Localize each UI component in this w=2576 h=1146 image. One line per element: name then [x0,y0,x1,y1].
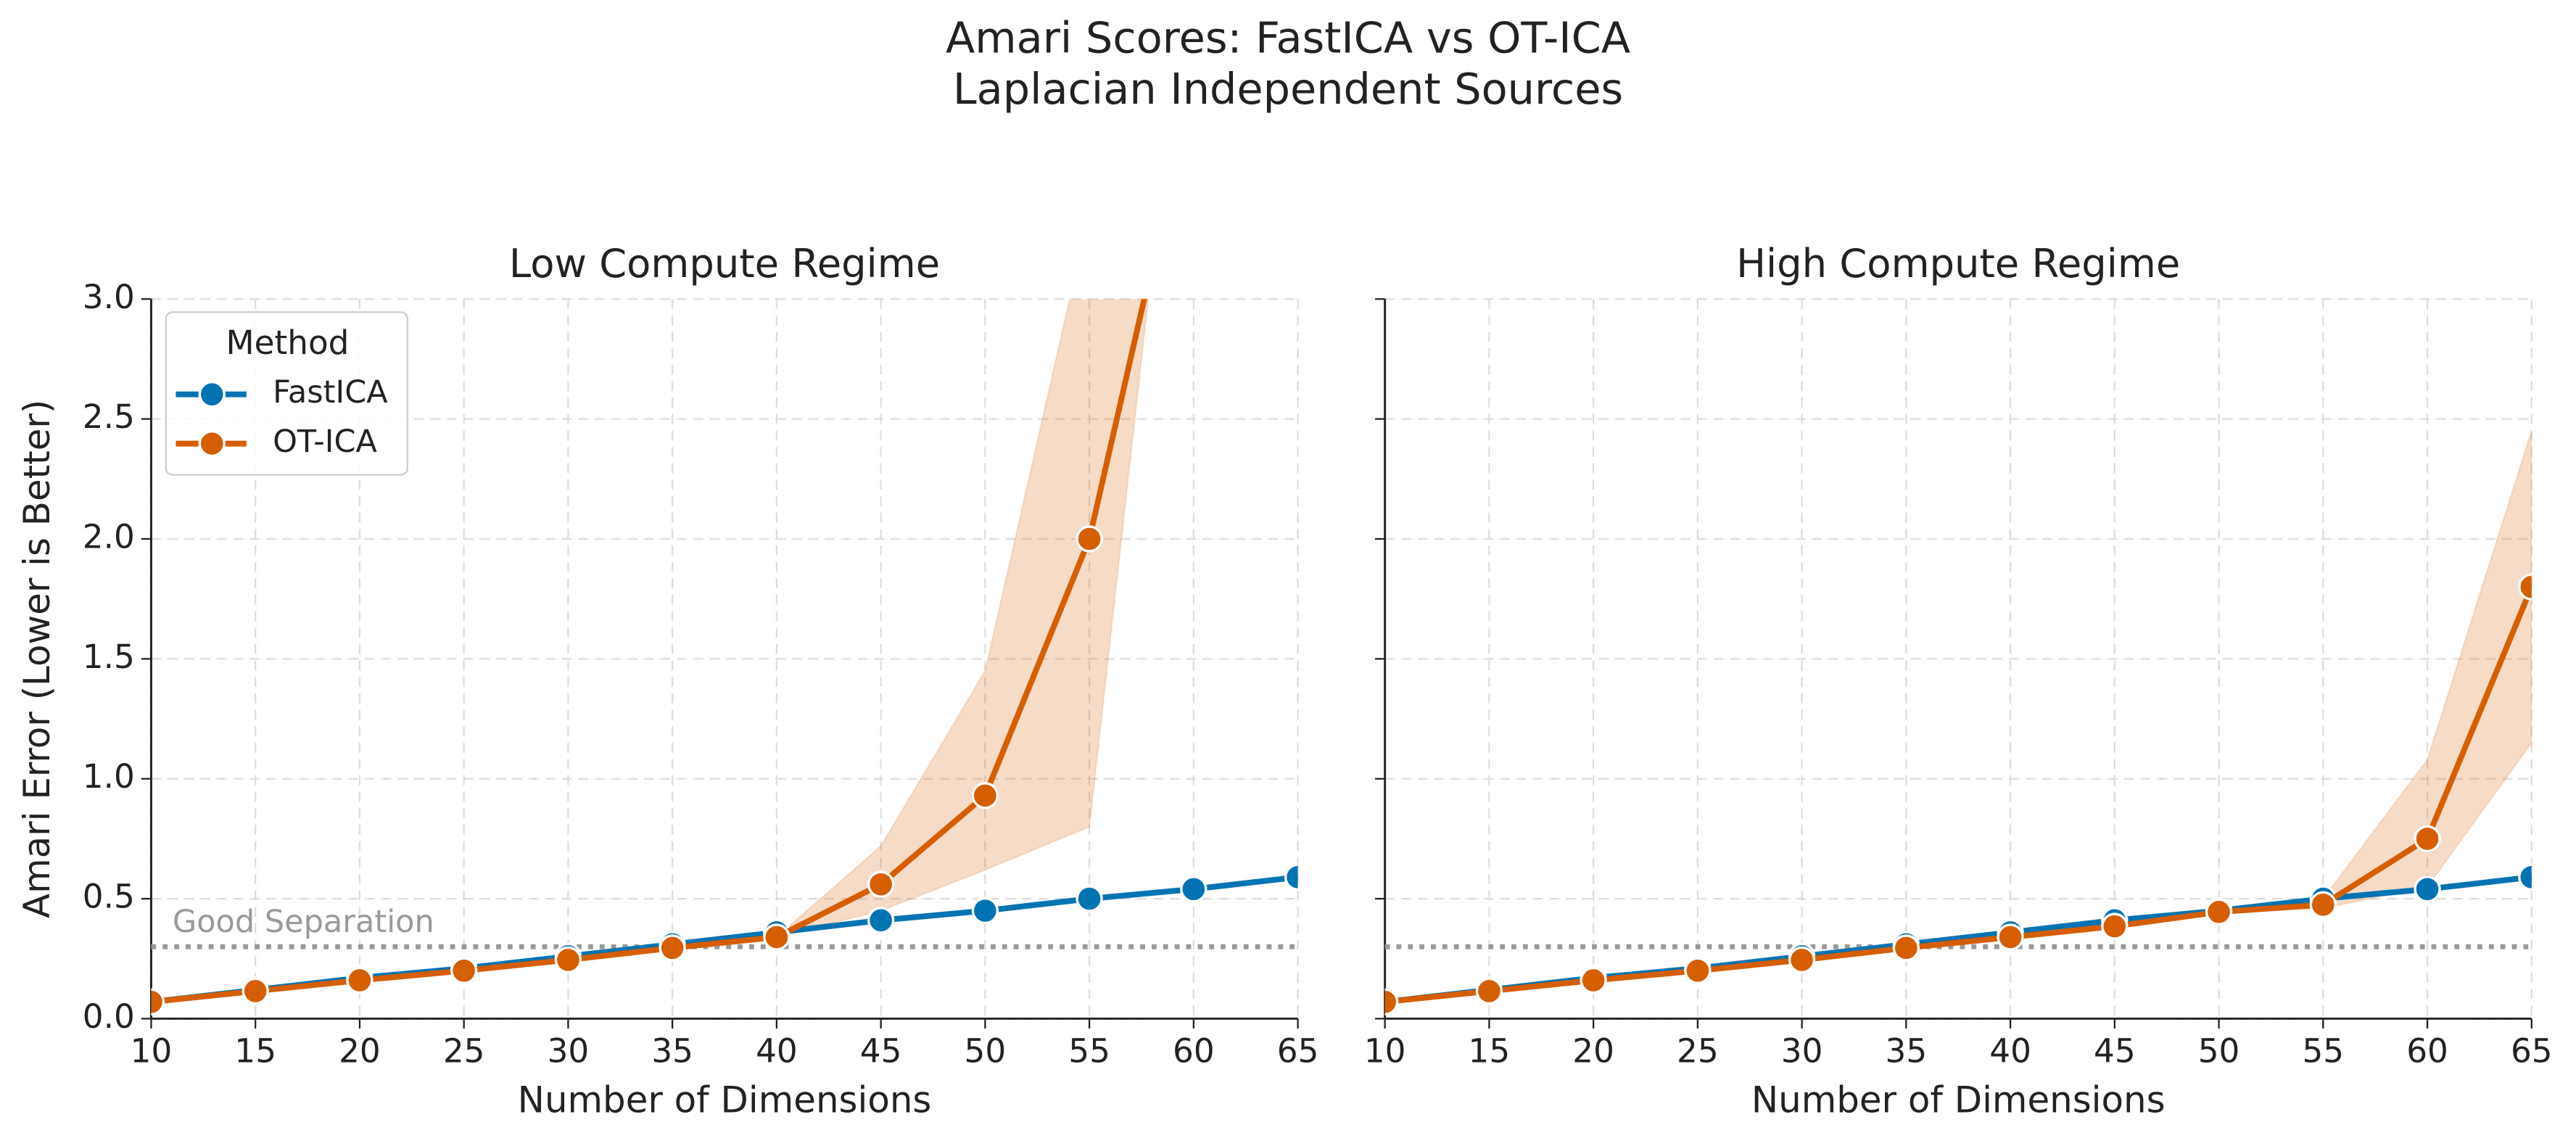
series-line [1384,585,2532,1005]
x-tick-label: 55 [1068,1032,1110,1071]
x-tick-label: 30 [548,1032,590,1071]
threshold-label: Good Separation [173,904,434,940]
plot-area [1384,430,2532,1015]
y-tick-label: 3.0 [83,278,135,316]
x-tick-label: 30 [1781,1032,1823,1071]
x-tick-label: 55 [2302,1032,2344,1071]
data-point [2414,825,2441,853]
x-tick-label: 25 [1677,1032,1719,1071]
y-tick-label: 0.5 [83,878,135,916]
legend-marker [198,380,226,408]
panel-title: High Compute Regime [1736,241,2180,286]
x-tick-label: 10 [1364,1032,1406,1071]
data-point [1997,923,2024,951]
legend-label: FastICA [273,374,388,411]
figure-title: Amari Scores: FastICA vs OT-ICA [946,13,1630,63]
legend-marker [198,429,226,458]
y-tick-label: 1.5 [83,638,135,676]
x-tick-label: 20 [339,1032,381,1071]
x-tick-label: 10 [131,1032,173,1071]
data-point [2205,898,2233,926]
x-tick-label: 40 [1989,1032,2031,1071]
x-tick-label: 45 [860,1032,902,1071]
data-point [2414,875,2441,903]
x-tick-label: 65 [2511,1032,2553,1071]
series-line [151,299,1147,1005]
data-point [1892,934,1920,962]
data-point [1475,977,1503,1005]
y-tick-label: 2.0 [83,517,135,556]
x-tick-label: 40 [756,1032,798,1071]
data-point [554,946,582,974]
data-point [1788,946,1816,974]
data-point [2309,891,2337,919]
figure-subtitle: Laplacian Independent Sources [953,64,1623,114]
data-point [971,896,999,925]
x-tick-label: 35 [651,1032,693,1071]
x-tick-label: 60 [1173,1032,1215,1071]
data-point [346,966,373,994]
data-point [1580,966,1607,994]
panel-title: Low Compute Regime [509,241,940,286]
plot-area [151,299,1298,1015]
x-tick-label: 25 [443,1032,485,1071]
data-point [1180,875,1208,903]
legend-title: Method [226,323,350,362]
data-point [242,977,269,1005]
data-point [659,934,686,962]
y-axis-label: Amari Error (Lower is Better) [16,400,58,918]
data-point [1284,863,1298,891]
data-point [2518,863,2532,891]
x-tick-label: 35 [1886,1032,1928,1071]
data-point [2101,912,2129,940]
data-point [971,782,999,809]
x-axis-label: Number of Dimensions [518,1079,932,1121]
x-axis-label: Number of Dimensions [1751,1079,2166,1121]
y-tick-label: 2.5 [83,397,135,436]
y-tick-label: 0.0 [83,997,135,1036]
legend-label: OT-ICA [273,424,377,460]
data-point [867,907,895,934]
data-point [1384,988,1399,1015]
x-tick-label: 50 [2198,1032,2240,1071]
data-point [1076,885,1103,912]
x-tick-label: 45 [2094,1032,2136,1071]
data-point [763,923,790,951]
x-tick-label: 65 [1277,1032,1319,1071]
data-point [867,870,895,898]
data-point [1076,525,1103,553]
x-tick-label: 15 [1469,1032,1511,1071]
data-point [1684,957,1712,984]
confidence-band [151,299,1149,1003]
x-tick-label: 60 [2406,1032,2448,1071]
y-tick-label: 1.0 [83,757,135,796]
legend-box [165,311,408,476]
data-point [151,988,165,1015]
data-point [2518,573,2532,601]
confidence-band [1384,430,2532,1003]
x-tick-label: 15 [234,1032,276,1071]
x-tick-label: 20 [1572,1032,1614,1071]
x-tick-label: 50 [965,1032,1007,1071]
data-point [450,957,478,984]
